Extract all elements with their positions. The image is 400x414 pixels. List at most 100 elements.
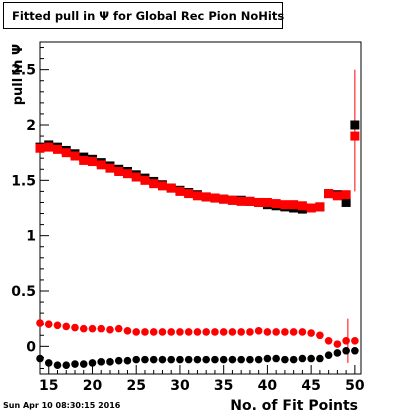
x-tick-labels: 15 20 25 30 35 40 45 50	[39, 378, 365, 394]
x-tick-label: 25	[126, 378, 145, 394]
data-point	[140, 175, 150, 185]
data-point	[281, 355, 289, 364]
data-point	[149, 355, 158, 364]
data-point	[263, 328, 272, 336]
data-point	[193, 355, 202, 364]
data-point	[228, 355, 237, 364]
data-point	[324, 189, 334, 199]
data-point	[333, 349, 342, 357]
data-point	[289, 200, 299, 210]
data-point	[333, 340, 342, 348]
data-point	[201, 192, 211, 202]
data-point	[236, 196, 246, 206]
data-point	[272, 354, 280, 363]
data-point	[123, 356, 132, 365]
data-point	[297, 201, 307, 211]
data-point	[350, 131, 360, 141]
data-point	[245, 196, 255, 206]
data-point	[211, 328, 219, 336]
chart-title: Fitted pull in Ψ for Global Rec Pion NoH…	[12, 9, 285, 23]
data-point	[306, 203, 316, 213]
data-point	[79, 324, 88, 333]
data-point	[332, 191, 342, 201]
data-point	[298, 328, 307, 336]
data-point	[324, 351, 333, 359]
data-point	[167, 328, 175, 336]
x-tick-label: 45	[301, 378, 320, 394]
data-point	[79, 360, 88, 368]
data-point	[97, 358, 106, 366]
data-point	[289, 355, 298, 364]
data-point	[131, 172, 141, 182]
data-point	[350, 120, 360, 130]
y-tick-label: 2	[26, 118, 36, 134]
y-tick-labels: 0 0.5 1 1.5 2 2.5	[11, 63, 36, 356]
data-point	[141, 355, 149, 364]
data-point	[237, 328, 245, 336]
data-point	[71, 323, 79, 332]
data-point	[316, 331, 324, 340]
y-axis-label: pull in Ψ	[11, 44, 26, 105]
data-point	[132, 355, 141, 364]
y-tick-label: 2.5	[11, 63, 36, 79]
data-point	[298, 354, 307, 363]
data-point	[158, 328, 167, 336]
data-point	[219, 355, 228, 364]
data-point	[175, 186, 185, 196]
data-point	[62, 361, 71, 369]
data-point	[79, 155, 89, 165]
data-point	[341, 197, 351, 207]
data-point	[132, 328, 141, 336]
data-point	[71, 360, 79, 368]
data-point	[167, 355, 175, 364]
data-point	[254, 355, 263, 364]
y-tick-label: 1.5	[11, 173, 36, 189]
x-tick-label: 30	[170, 378, 190, 394]
y-tick-label: 0.5	[11, 284, 36, 300]
data-point	[36, 354, 44, 363]
x-tick-label: 50	[345, 378, 365, 394]
data-point	[315, 202, 325, 212]
data-point	[202, 328, 210, 336]
data-point	[316, 354, 324, 363]
data-point	[61, 148, 71, 158]
data-point	[52, 144, 62, 154]
data-point	[53, 361, 62, 369]
data-point	[341, 190, 351, 200]
data-point	[210, 193, 220, 203]
data-point	[192, 191, 202, 201]
data-point	[149, 179, 159, 189]
data-point	[105, 163, 115, 173]
data-point	[271, 199, 281, 209]
data-point	[246, 355, 254, 364]
data-point	[351, 337, 359, 345]
data-point	[53, 321, 62, 330]
data-point	[219, 194, 229, 204]
x-tick-label: 35	[214, 378, 233, 394]
data-point	[237, 355, 245, 364]
data-point	[281, 328, 289, 336]
data-point	[87, 157, 97, 167]
data-point	[246, 328, 254, 336]
data-point	[342, 346, 350, 355]
data-point	[342, 337, 350, 345]
data-point	[122, 169, 132, 179]
data-point	[36, 319, 44, 327]
data-point	[44, 359, 53, 367]
data-point	[176, 355, 184, 364]
x-tick-label: 20	[83, 378, 103, 394]
x-axis-label: No. of Fit Points	[230, 398, 358, 414]
data-point	[62, 322, 71, 331]
data-point	[106, 325, 114, 334]
data-point	[228, 328, 237, 336]
x-tick-label: 15	[39, 378, 58, 394]
data-point	[123, 327, 132, 335]
data-point	[324, 337, 333, 345]
data-point	[96, 160, 106, 170]
data-point	[166, 183, 176, 193]
data-point	[114, 166, 124, 176]
data-point	[193, 328, 202, 336]
footer-date: Sun Apr 10 08:30:15 2016	[3, 401, 121, 410]
data-point	[88, 324, 97, 333]
